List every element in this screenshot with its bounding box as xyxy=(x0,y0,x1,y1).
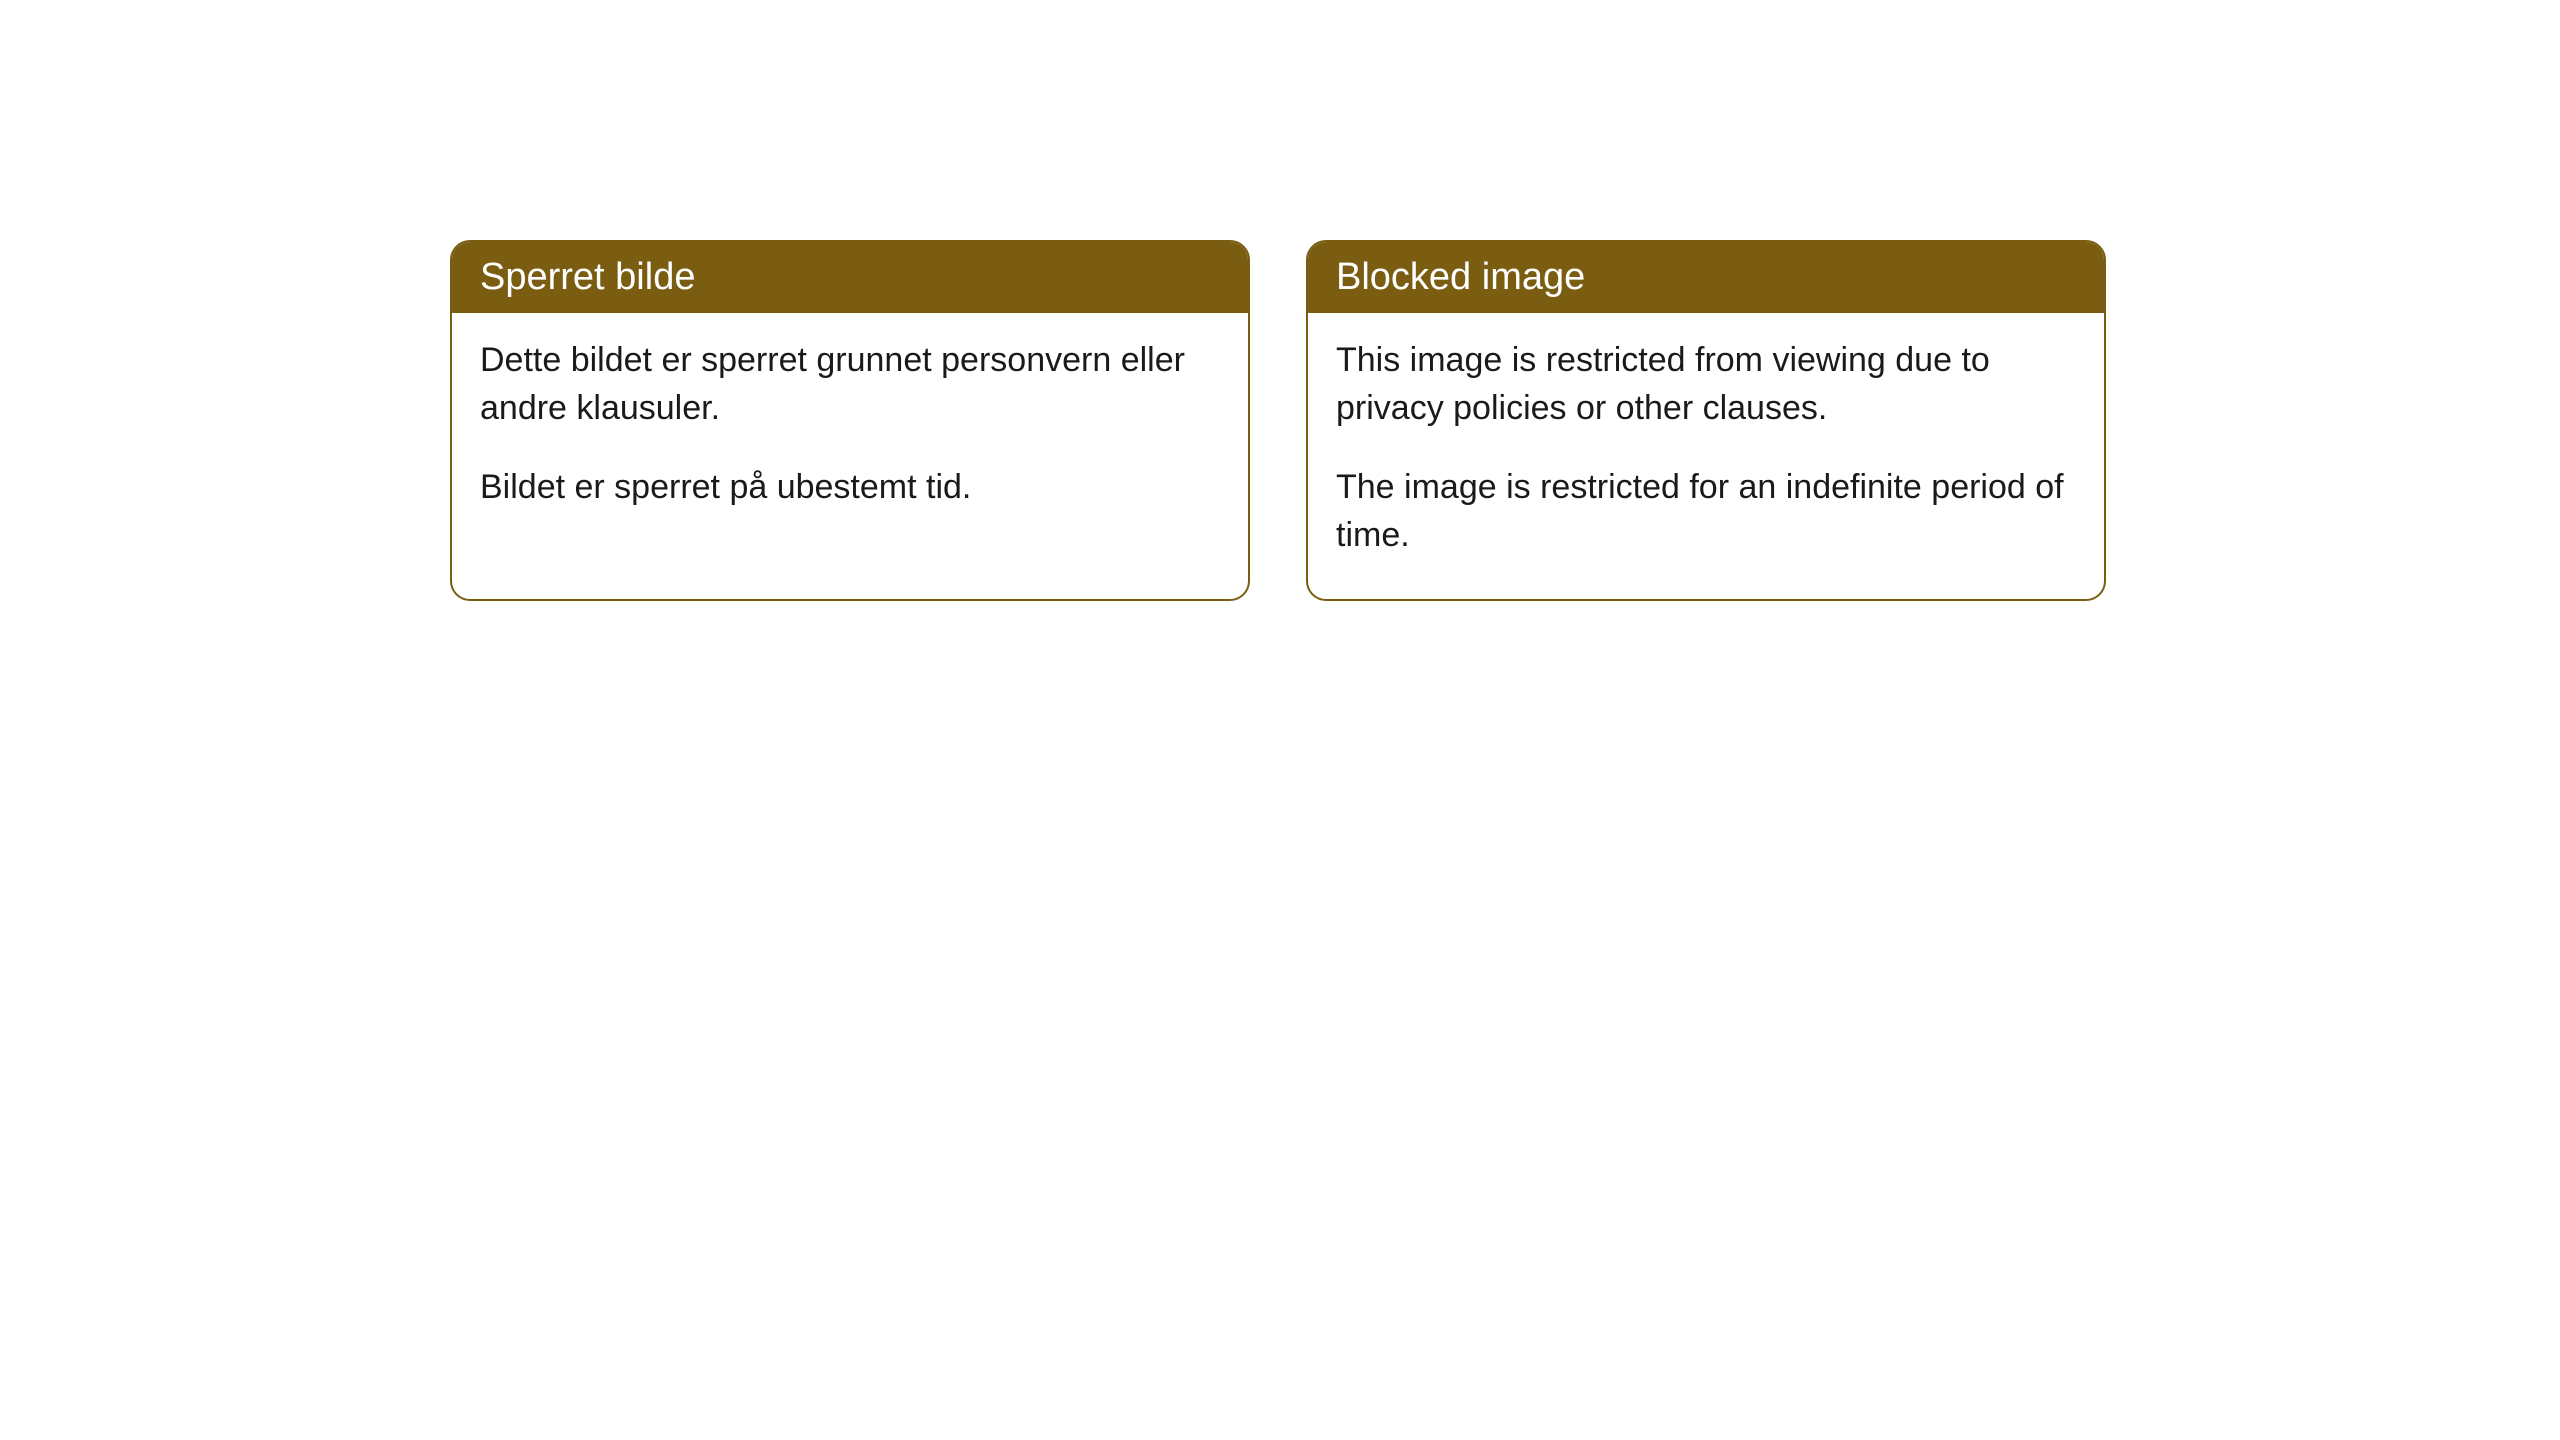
blocked-image-card-norwegian: Sperret bilde Dette bildet er sperret gr… xyxy=(450,240,1250,601)
card-body: This image is restricted from viewing du… xyxy=(1308,313,2104,599)
card-title: Sperret bilde xyxy=(480,256,695,298)
card-paragraph: Dette bildet er sperret grunnet personve… xyxy=(480,337,1220,432)
card-title: Blocked image xyxy=(1336,256,1585,298)
card-body: Dette bildet er sperret grunnet personve… xyxy=(452,313,1248,552)
card-container: Sperret bilde Dette bildet er sperret gr… xyxy=(450,240,2110,601)
blocked-image-card-english: Blocked image This image is restricted f… xyxy=(1306,240,2106,601)
card-header: Sperret bilde xyxy=(452,242,1248,313)
card-header: Blocked image xyxy=(1308,242,2104,313)
card-paragraph: The image is restricted for an indefinit… xyxy=(1336,464,2076,559)
card-paragraph: This image is restricted from viewing du… xyxy=(1336,337,2076,432)
card-paragraph: Bildet er sperret på ubestemt tid. xyxy=(480,464,1220,512)
